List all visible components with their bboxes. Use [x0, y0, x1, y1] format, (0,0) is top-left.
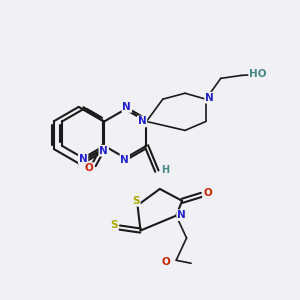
- Text: N: N: [122, 102, 131, 112]
- Text: N: N: [177, 210, 186, 220]
- Text: S: S: [132, 196, 140, 206]
- Text: N: N: [120, 154, 129, 164]
- Text: S: S: [110, 220, 118, 230]
- Text: HO: HO: [249, 69, 267, 79]
- Text: N: N: [205, 93, 214, 103]
- Text: O: O: [161, 257, 170, 267]
- Text: N: N: [99, 146, 108, 156]
- Text: N: N: [79, 154, 88, 164]
- Text: O: O: [203, 188, 212, 198]
- Text: N: N: [138, 116, 146, 127]
- Text: O: O: [85, 163, 94, 173]
- Text: H: H: [161, 165, 169, 175]
